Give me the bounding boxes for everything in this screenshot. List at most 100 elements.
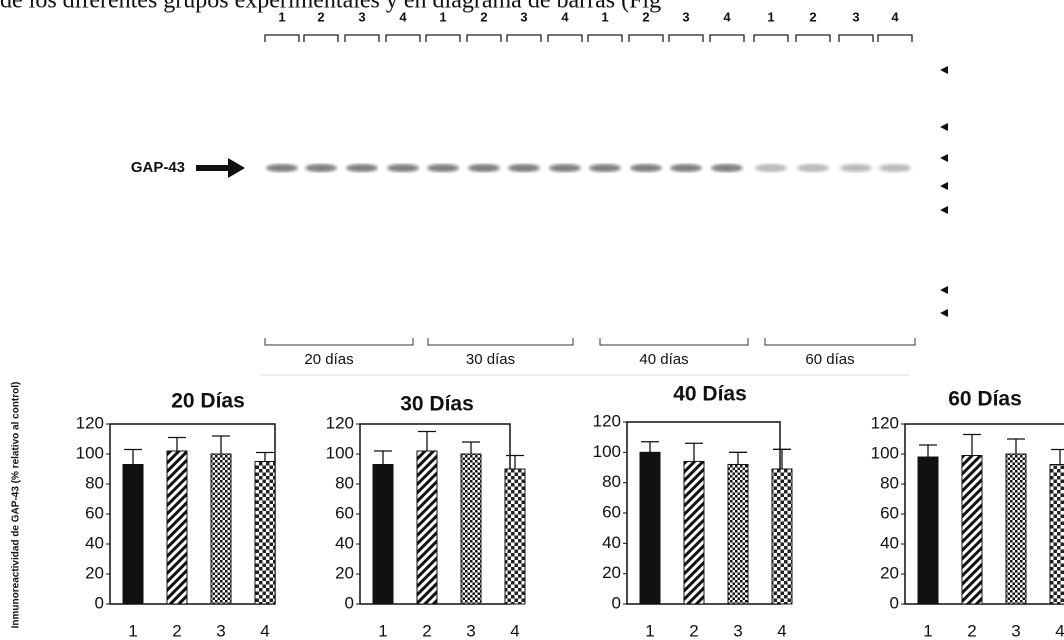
lane-bracket <box>386 35 420 42</box>
y-tick-label: 20 <box>880 563 899 582</box>
y-tick-label: 60 <box>335 503 354 522</box>
lane-bracket <box>304 35 338 42</box>
lane-label: 2 <box>642 9 649 24</box>
chart-title: 60 Días <box>948 388 1022 411</box>
x-tick-label: 2 <box>689 621 698 640</box>
y-tick-label: 120 <box>871 413 899 432</box>
x-tick-label: 1 <box>128 621 137 640</box>
group-bracket <box>265 338 413 345</box>
lane-bracket <box>629 35 663 42</box>
lane-bracket <box>796 35 830 42</box>
group-label: 30 días <box>466 351 515 368</box>
y-tick-label: 60 <box>85 503 104 522</box>
y-tick-label: 120 <box>593 411 621 430</box>
bar <box>373 465 393 605</box>
y-tick-label: 80 <box>880 473 899 492</box>
band <box>387 164 419 172</box>
bar <box>211 454 231 604</box>
bar <box>1050 465 1064 605</box>
y-axis-label: Inmunoreactividad de GAP-43 (% relativo … <box>11 382 22 629</box>
chart-title: 20 Días <box>171 390 245 413</box>
bar <box>123 465 143 605</box>
y-tick-label: 120 <box>326 413 354 432</box>
lane-bracket <box>588 35 622 42</box>
y-tick-label: 120 <box>76 413 104 432</box>
bar <box>461 454 481 604</box>
lane-label: 4 <box>399 9 407 24</box>
lane-bracket <box>345 35 379 42</box>
y-tick-label: 0 <box>95 593 104 612</box>
x-tick-label: 2 <box>967 621 976 640</box>
x-tick-label: 4 <box>260 621 269 640</box>
bar <box>918 457 938 604</box>
y-tick-label: 80 <box>335 473 354 492</box>
lane-bracket <box>548 35 582 42</box>
y-tick-label: 40 <box>880 533 899 552</box>
bar <box>772 469 792 604</box>
lane-label: 4 <box>891 9 899 24</box>
lane-label: 3 <box>358 9 365 24</box>
figure: de los diferentes grupos experimentales … <box>0 0 1064 640</box>
band <box>346 164 378 172</box>
group-bracket <box>428 338 573 345</box>
y-tick-label: 0 <box>612 593 621 612</box>
y-tick-label: 0 <box>890 593 899 612</box>
y-tick-label: 60 <box>880 503 899 522</box>
marker-arrows <box>940 66 948 317</box>
band <box>589 164 621 172</box>
y-tick-label: 20 <box>85 563 104 582</box>
y-tick-label: 40 <box>85 533 104 552</box>
lane-bracket <box>710 35 744 42</box>
x-tick-label: 4 <box>510 621 519 640</box>
y-tick-label: 80 <box>85 473 104 492</box>
x-tick-label: 3 <box>1011 621 1020 640</box>
group-bracket <box>600 338 748 345</box>
y-tick-label: 60 <box>602 502 621 521</box>
lane-bracket <box>754 35 788 42</box>
band <box>468 164 500 172</box>
x-tick-label: 4 <box>1055 621 1064 640</box>
band <box>630 164 662 172</box>
x-tick-label: 3 <box>216 621 225 640</box>
y-tick-label: 40 <box>602 533 621 552</box>
bar <box>505 469 525 604</box>
band <box>755 164 787 172</box>
lane-bracket <box>426 35 460 42</box>
y-tick-label: 40 <box>335 533 354 552</box>
protein-label: GAP-43 <box>131 159 185 176</box>
band <box>840 164 872 172</box>
bar <box>728 464 748 604</box>
group-label: 20 días <box>304 351 353 368</box>
lane-label: 1 <box>601 9 608 24</box>
x-tick-label: 1 <box>645 621 654 640</box>
lane-label: 2 <box>480 9 487 24</box>
lane-bracket <box>467 35 501 42</box>
lane-bracket <box>265 35 299 42</box>
bar <box>684 461 704 604</box>
y-tick-label: 100 <box>871 443 899 462</box>
lane-label: 1 <box>439 9 446 24</box>
x-tick-label: 1 <box>923 621 932 640</box>
bar <box>640 452 660 604</box>
group-label: 60 días <box>805 351 854 368</box>
lane-label: 1 <box>767 9 774 24</box>
y-tick-label: 100 <box>593 442 621 461</box>
band <box>711 164 743 172</box>
bar <box>255 462 275 605</box>
band <box>670 164 702 172</box>
band <box>549 164 581 172</box>
lane-bracket <box>669 35 703 42</box>
lane-label: 3 <box>682 9 689 24</box>
x-tick-label: 4 <box>777 621 786 640</box>
chart-title: 30 Días <box>400 393 474 416</box>
lane-label: 2 <box>809 9 816 24</box>
y-tick-label: 0 <box>345 593 354 612</box>
arrow <box>196 158 245 178</box>
lane-label: 3 <box>520 9 527 24</box>
band <box>797 164 829 172</box>
y-tick-label: 20 <box>335 563 354 582</box>
band <box>266 164 298 172</box>
band <box>508 164 540 172</box>
y-tick-label: 80 <box>602 472 621 491</box>
band <box>879 164 911 172</box>
